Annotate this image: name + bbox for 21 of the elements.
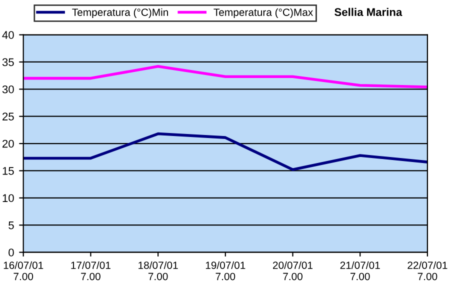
legend-label: Temperatura (°C)Max [214,8,314,18]
y-tick-label: 10 [2,194,14,202]
chart-title: Sellia Marina [334,8,402,16]
y-tick-label: 0 [8,248,14,256]
y-tick-label: 25 [2,112,14,120]
y-tick-label: 35 [2,58,14,66]
x-tick-label: 20/07/01 7.00 [273,261,313,280]
x-tick-label: 21/07/01 7.00 [340,261,380,280]
x-tick-label: 17/07/01 7.00 [71,261,110,280]
line-series [23,64,428,88]
y-tick-label: 20 [2,140,14,148]
line-series [23,132,428,172]
x-tick-label: 18/07/01 7.00 [138,261,178,280]
y-tick-label: 5 [8,221,14,230]
x-tick-label: 16/07/01 7.00 [4,261,44,280]
x-tick-label: 19/07/01 7.00 [206,261,246,280]
legend-label: Temperatura (°C)Min [72,8,168,18]
y-tick-label: 40 [2,31,14,39]
y-tick-label: 30 [2,85,14,94]
y-tick-label: 15 [2,167,14,175]
x-tick-label: 22/07/01 7.00 [408,261,448,280]
